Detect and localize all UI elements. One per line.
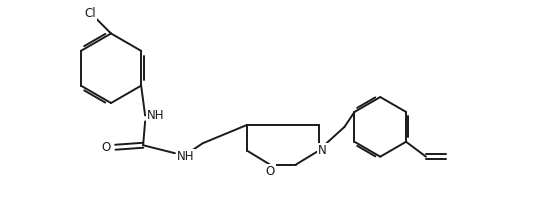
Text: N: N <box>318 144 327 157</box>
Text: O: O <box>101 141 111 154</box>
Text: NH: NH <box>177 150 194 163</box>
Text: O: O <box>265 165 274 178</box>
Text: NH: NH <box>147 109 165 122</box>
Text: Cl: Cl <box>84 7 96 20</box>
